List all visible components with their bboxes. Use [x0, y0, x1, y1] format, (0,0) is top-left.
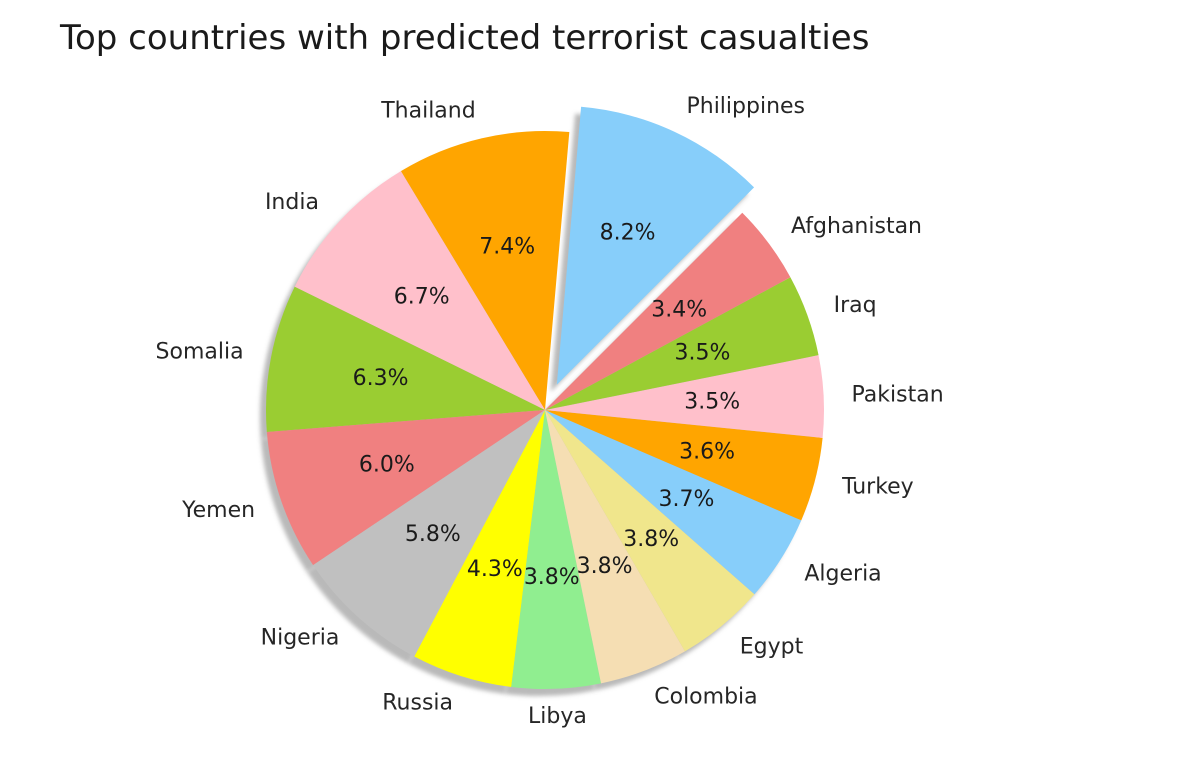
pct-label-afghanistan: 3.4%	[651, 297, 707, 322]
category-label-afghanistan: Afghanistan	[791, 214, 922, 239]
category-label-thailand: Thailand	[380, 99, 475, 124]
pie-slice-nigeria	[313, 410, 545, 657]
pie-slice-colombia	[545, 410, 686, 684]
pie-slice-iraq	[545, 277, 819, 410]
pct-label-russia: 4.3%	[467, 557, 523, 582]
pie-slice-algeria	[545, 410, 802, 595]
category-label-yemen: Yemen	[181, 498, 255, 523]
pie-slice-egypt	[545, 410, 755, 652]
pct-label-libya: 3.8%	[524, 565, 580, 590]
pie-slice-india	[294, 171, 545, 410]
pie-slice-libya	[511, 410, 602, 690]
category-label-pakistan: Pakistan	[852, 382, 944, 407]
pct-label-thailand: 7.4%	[479, 234, 535, 259]
category-label-egypt: Egypt	[740, 635, 804, 660]
category-label-turkey: Turkey	[841, 474, 914, 499]
pie-slice-afghanistan	[545, 212, 791, 410]
category-label-india: India	[265, 190, 319, 215]
pct-label-philippines: 8.2%	[600, 221, 656, 246]
pie-slice-turkey	[545, 410, 823, 521]
pie-category-labels: Philippines Thailand India Somalia Yemen Nige…	[156, 94, 944, 729]
category-label-colombia: Colombia	[654, 684, 757, 709]
category-label-russia: Russia	[382, 690, 453, 715]
pct-label-colombia: 3.8%	[577, 554, 633, 579]
pie-slice-philippines	[556, 106, 755, 385]
category-label-iraq: Iraq	[834, 293, 877, 318]
pie-percentage-labels: 8.2%7.4%6.7%6.3%6.0%5.8%4.3% 3.8%3.8%3.8%…	[353, 221, 741, 590]
pct-label-iraq: 3.5%	[674, 341, 730, 366]
pie-slice-pakistan	[545, 355, 825, 438]
pct-label-somalia: 6.3%	[353, 366, 409, 391]
pct-label-nigeria: 5.8%	[405, 522, 461, 547]
pie-slice-yemen	[266, 410, 545, 566]
pie-slice-thailand	[400, 130, 570, 410]
pct-label-turkey: 3.6%	[679, 439, 735, 464]
pct-label-algeria: 3.7%	[659, 487, 715, 512]
category-label-philippines: Philippines	[686, 94, 805, 119]
category-label-libya: Libya	[528, 704, 587, 729]
pct-label-yemen: 6.0%	[359, 452, 415, 477]
pie-slice-somalia	[265, 286, 545, 432]
category-label-nigeria: Nigeria	[261, 625, 340, 650]
category-label-algeria: Algeria	[804, 562, 881, 587]
pct-label-egypt: 3.8%	[623, 527, 679, 552]
pie-slice-russia	[414, 410, 545, 687]
pie-slices	[265, 106, 825, 690]
pct-label-india: 6.7%	[394, 284, 450, 309]
pct-label-pakistan: 3.5%	[684, 389, 740, 414]
category-label-somalia: Somalia	[156, 340, 244, 365]
chart-title: Top countries with predicted terrorist c…	[60, 18, 870, 58]
